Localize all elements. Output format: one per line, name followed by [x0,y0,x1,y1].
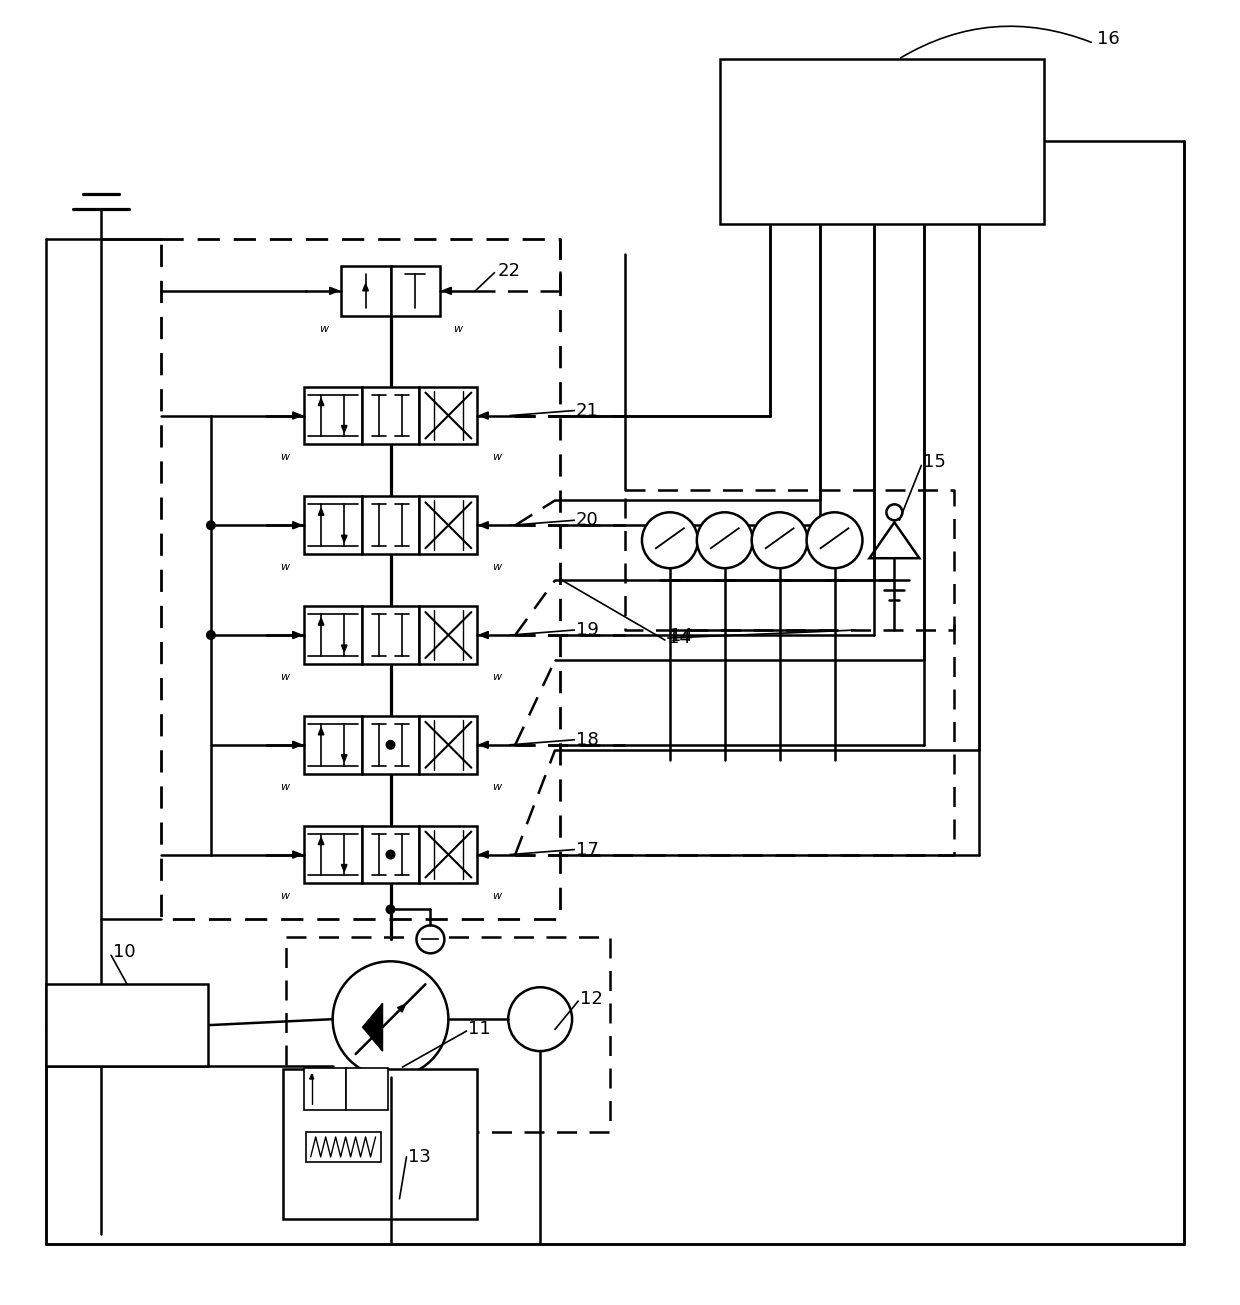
Polygon shape [293,522,301,529]
Polygon shape [310,1074,314,1079]
Circle shape [386,850,396,860]
Text: 20: 20 [577,512,599,530]
Bar [304,1067,346,1111]
Polygon shape [293,412,301,419]
Text: w: w [319,324,327,334]
Polygon shape [319,398,324,406]
Bar [346,1067,388,1111]
Circle shape [386,740,396,750]
Polygon shape [341,754,347,762]
Bar [419,716,477,774]
Text: 21: 21 [577,402,599,419]
Bar [283,1069,477,1219]
Circle shape [417,925,444,954]
Polygon shape [293,632,301,638]
Circle shape [206,521,216,530]
Text: w: w [492,891,501,902]
Text: w: w [492,672,501,683]
Polygon shape [341,645,347,652]
Bar [362,496,419,555]
Text: w: w [492,782,501,792]
Bar [362,716,419,774]
Text: w: w [492,562,501,572]
Circle shape [386,904,396,915]
Polygon shape [319,509,324,515]
Polygon shape [480,632,489,638]
Bar [391,266,440,316]
Bar [304,606,362,664]
Polygon shape [319,838,324,844]
Bar [719,59,1044,224]
Polygon shape [398,1005,405,1013]
Polygon shape [362,1004,382,1051]
Bar [362,386,419,445]
Bar [304,716,362,774]
Circle shape [332,962,449,1077]
Text: 11: 11 [469,1021,491,1039]
Circle shape [206,630,216,639]
Text: w: w [492,453,501,462]
Text: 13: 13 [408,1148,432,1165]
Text: w: w [280,453,289,462]
Polygon shape [480,522,489,529]
Circle shape [508,988,572,1051]
Circle shape [751,513,807,568]
Text: w: w [280,891,289,902]
Text: 14: 14 [668,629,691,647]
Polygon shape [341,425,347,432]
Circle shape [806,513,863,568]
Text: w: w [280,782,289,792]
Text: w: w [280,562,289,572]
Text: 19: 19 [577,621,599,639]
Bar [419,496,477,555]
Bar [419,826,477,883]
Bar [304,386,362,445]
Bar [419,606,477,664]
Polygon shape [319,728,324,735]
Circle shape [642,513,698,568]
Polygon shape [330,287,339,295]
Polygon shape [480,741,489,748]
Text: 18: 18 [577,731,599,749]
Bar [362,826,419,883]
Bar [306,1131,381,1161]
Text: 22: 22 [497,262,521,279]
Circle shape [887,504,903,521]
Text: 17: 17 [577,840,599,859]
Bar [341,266,391,316]
Bar [46,984,208,1066]
Polygon shape [341,864,347,872]
Polygon shape [480,412,489,419]
Polygon shape [293,741,301,748]
Text: 10: 10 [113,944,135,962]
Bar [362,606,419,664]
Polygon shape [363,283,368,291]
Bar [304,496,362,555]
Polygon shape [480,851,489,859]
Text: 15: 15 [924,453,946,471]
Text: 16: 16 [1097,30,1120,48]
Polygon shape [319,619,324,625]
Polygon shape [293,851,301,859]
Polygon shape [443,287,451,295]
Circle shape [697,513,753,568]
Text: 14: 14 [670,626,693,645]
Text: w: w [280,672,289,683]
Polygon shape [341,535,347,543]
Text: w: w [454,324,463,334]
Bar [304,826,362,883]
Text: 12: 12 [580,990,603,1009]
Bar [419,386,477,445]
